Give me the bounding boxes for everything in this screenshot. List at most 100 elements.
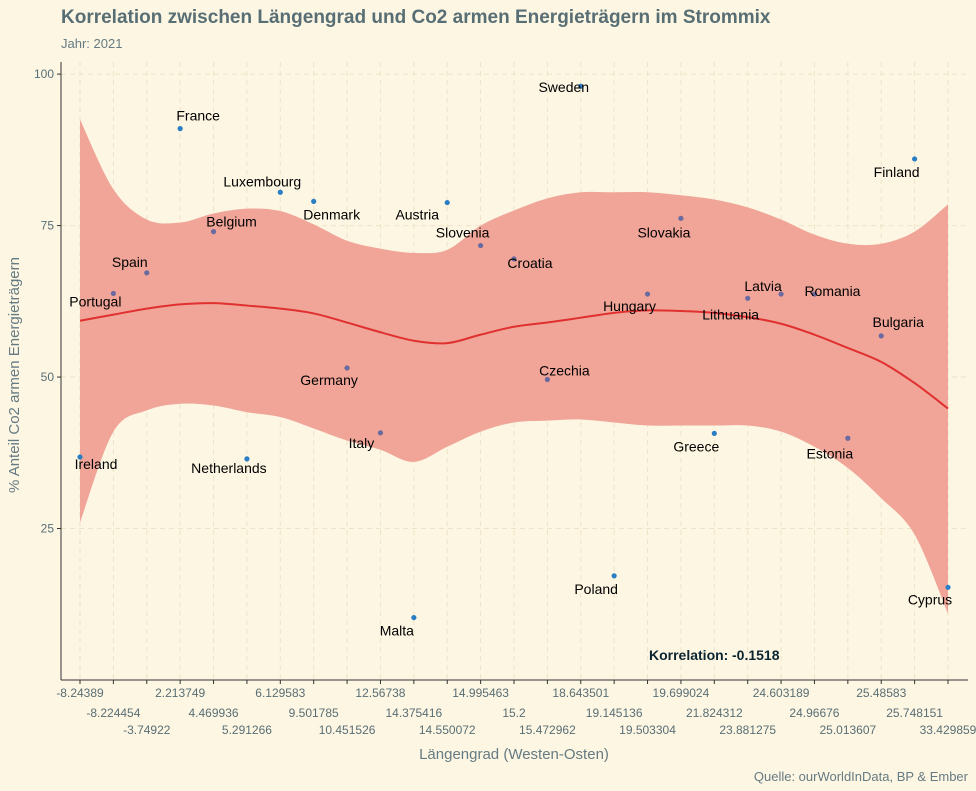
point-belgium [210, 229, 217, 235]
point-ireland [77, 454, 83, 460]
point-lithuania [745, 295, 751, 301]
x-tick-label: 4.469936 [189, 706, 239, 720]
label-greece: Greece [673, 438, 719, 454]
x-tick-label: -8.224454 [86, 706, 140, 720]
correlation-label: Korrelation: [649, 647, 728, 663]
point-croatia [511, 256, 517, 262]
chart-caption: Quelle: ourWorldInData, BP & Ember [754, 769, 969, 784]
point-finland [912, 156, 918, 162]
trend-line [79, 302, 949, 410]
x-tick-label: 21.824312 [686, 706, 743, 720]
label-romania: Romania [804, 283, 860, 299]
x-tick-label: 5.291266 [222, 723, 272, 737]
point-portugal [110, 290, 116, 297]
point-latvia [778, 291, 784, 297]
point-estonia [845, 435, 851, 441]
x-tick-label: 10.451526 [319, 723, 376, 737]
label-germany: Germany [300, 372, 358, 388]
x-tick-label: 24.96676 [789, 706, 839, 720]
point-malta [411, 614, 417, 621]
x-tick-label: 15.2 [502, 706, 526, 720]
chart-subtitle: Jahr: 2021 [61, 36, 122, 51]
x-tick-label: 15.472962 [519, 723, 576, 737]
x-tick-label: 19.503304 [619, 723, 676, 737]
label-lithuania: Lithuania [702, 306, 759, 322]
x-tick-label: 2.213749 [155, 686, 205, 700]
point-france [177, 126, 183, 132]
point-cyprus [945, 584, 951, 590]
x-tick-label: 18.643501 [552, 686, 609, 700]
label-austria: Austria [395, 207, 439, 223]
y-tick-label: 100 [34, 67, 54, 81]
chart-title: Korrelation zwischen Längengrad und Co2 … [61, 7, 771, 28]
label-poland: Poland [574, 581, 618, 597]
label-spain: Spain [112, 254, 148, 270]
label-netherlands: Netherlands [191, 460, 267, 476]
point-romania [811, 291, 818, 297]
trend-line-path [79, 302, 949, 410]
label-finland: Finland [874, 164, 920, 180]
point-italy [377, 430, 384, 436]
y-tick-label: 50 [41, 370, 55, 384]
label-luxembourg: Luxembourg [223, 173, 301, 189]
x-tick-label: 25.748151 [886, 706, 943, 720]
axis-ticks: 25 50 75 100 -8.24389 -8.224454 -3.74922 2.2137… [34, 67, 976, 737]
label-cyprus: Cyprus [908, 591, 952, 607]
x-tick-label: 14.375416 [385, 706, 442, 720]
point-slovakia [678, 215, 684, 221]
x-tick-label: 14.550072 [419, 723, 476, 737]
point-poland [611, 573, 617, 579]
point-luxembourg [277, 189, 283, 195]
x-tick-label: 14.995463 [452, 686, 509, 700]
y-axis-title: % Anteil Co2 armen Energieträgern [6, 257, 23, 493]
x-tick-label: -3.74922 [123, 723, 171, 737]
confidence-band [80, 119, 948, 614]
label-sweden: Sweden [538, 79, 589, 95]
label-portugal: Portugal [69, 293, 121, 309]
x-tick-label: 9.501785 [289, 706, 339, 720]
label-hungary: Hungary [603, 298, 656, 314]
x-tick-label: 19.699024 [653, 686, 710, 700]
point-germany [344, 365, 350, 371]
correlation-value: -0.1518 [732, 647, 780, 663]
point-labels: Ireland Portugal Spain France Belgium Netherl… [69, 79, 952, 638]
y-tick-label: 75 [41, 219, 55, 233]
label-bulgaria: Bulgaria [873, 314, 925, 330]
confidence-band-area [80, 119, 948, 614]
x-axis-title: Längengrad (Westen-Osten) [419, 746, 609, 763]
label-croatia: Croatia [507, 255, 552, 271]
point-netherlands [244, 456, 250, 462]
label-estonia: Estonia [806, 445, 853, 461]
data-points [77, 83, 951, 621]
label-denmark: Denmark [303, 206, 361, 222]
y-tick-label: 25 [41, 522, 55, 536]
label-slovakia: Slovakia [637, 224, 690, 240]
label-slovenia: Slovenia [436, 225, 490, 241]
point-bulgaria [878, 333, 884, 339]
label-italy: Italy [349, 435, 375, 451]
label-ireland: Ireland [75, 456, 118, 472]
label-malta: Malta [380, 623, 414, 639]
x-tick-label: 23.881275 [719, 723, 776, 737]
point-greece [711, 430, 717, 437]
label-latvia: Latvia [744, 278, 782, 294]
point-slovenia [478, 242, 484, 249]
label-belgium: Belgium [206, 214, 257, 230]
x-tick-label: 25.48583 [856, 686, 906, 700]
label-czechia: Czechia [539, 362, 590, 378]
label-france: France [176, 108, 220, 124]
point-denmark [311, 198, 317, 204]
x-tick-label: 33.429859 [920, 723, 976, 737]
point-hungary [644, 291, 651, 297]
x-tick-label: 12.56738 [355, 686, 405, 700]
x-tick-label: -8.24389 [56, 686, 104, 700]
x-tick-label: 6.129583 [255, 686, 305, 700]
point-czechia [544, 376, 550, 383]
point-spain [144, 270, 150, 276]
x-tick-label: 24.603189 [753, 686, 810, 700]
point-sweden [578, 83, 584, 89]
x-tick-label: 25.013607 [819, 723, 876, 737]
x-tick-label: 19.145136 [586, 706, 643, 720]
point-austria [444, 199, 450, 206]
